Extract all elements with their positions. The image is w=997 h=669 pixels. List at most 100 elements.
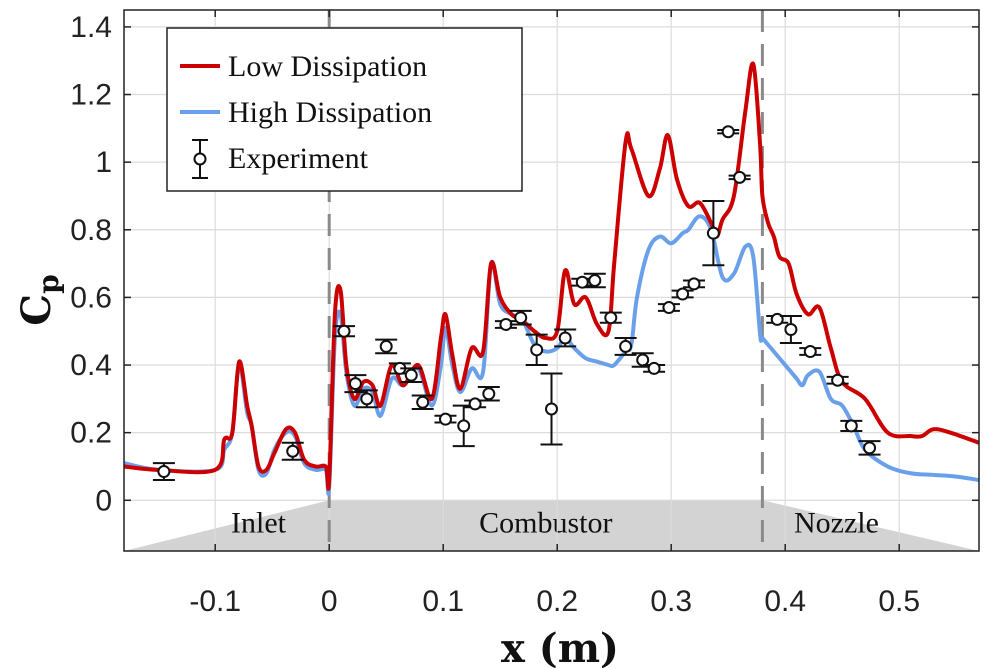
- region-label-nozzle: Nozzle: [794, 506, 879, 539]
- experiment-point: [344, 374, 367, 394]
- y-axis-title: C: [13, 294, 60, 326]
- y-axis-title-group: Cp: [13, 274, 65, 325]
- experiment-marker: [514, 311, 528, 325]
- svg-text:Cp: Cp: [13, 274, 65, 325]
- experiment-marker: [636, 353, 650, 367]
- experiment-point: [728, 170, 751, 184]
- experiment-point: [411, 394, 434, 410]
- y-tick-label: 0.8: [70, 214, 112, 247]
- experiment-marker: [647, 361, 661, 375]
- experiment-point: [494, 317, 517, 331]
- experiment-point: [525, 333, 548, 367]
- axis-ticks: -0.1 0 0.1 0.2 0.3 0.4 0.5 0 0.2 0.4 0.6 0.8 1 1.2 1.4: [70, 10, 979, 618]
- experiment-marker: [662, 301, 676, 315]
- experiment-marker: [784, 323, 798, 337]
- region-shading: Inlet Combustor Nozzle: [124, 500, 979, 551]
- experiment-point: [333, 324, 356, 338]
- experiment-marker: [286, 444, 300, 458]
- experiment-marker: [482, 387, 496, 401]
- experiment-point: [375, 338, 398, 355]
- experiment-point: [702, 200, 725, 267]
- experiment-point: [152, 462, 175, 481]
- experiment-point: [281, 441, 304, 461]
- experiment-points: [152, 125, 881, 481]
- experiment-point: [540, 372, 563, 446]
- legend-swatch-experiment: [192, 139, 208, 179]
- experiment-marker: [733, 170, 747, 184]
- experiment-point: [657, 301, 680, 315]
- x-tick-label: 0.3: [650, 585, 692, 618]
- y-tick-label: 0.6: [70, 281, 112, 314]
- legend-label-high: High Dissipation: [228, 96, 432, 129]
- legend-box: [166, 27, 523, 192]
- experiment-marker: [530, 343, 544, 357]
- y-tick-label: 0.2: [70, 417, 112, 450]
- region-label-inlet: Inlet: [231, 506, 287, 539]
- experiment-point: [826, 373, 849, 387]
- y-tick-label: 1.2: [70, 79, 112, 112]
- experiment-marker: [619, 339, 633, 353]
- experiment-marker: [706, 226, 720, 240]
- x-tick-label: -0.1: [189, 585, 241, 618]
- experiment-marker: [604, 311, 618, 325]
- experiment-point: [400, 367, 423, 383]
- experiment-point: [717, 125, 740, 139]
- experiment-point: [434, 412, 457, 426]
- y-tick-label: 1: [95, 146, 112, 179]
- experiment-point: [583, 272, 606, 289]
- experiment-point: [477, 386, 500, 402]
- experiment-marker: [831, 373, 845, 387]
- experiment-marker: [676, 287, 690, 301]
- experiment-marker: [721, 125, 735, 139]
- experiment-point: [858, 440, 881, 456]
- y-tick-label: 0: [95, 484, 112, 517]
- y-tick-label: 1.4: [70, 11, 112, 44]
- legend-label-low: Low Dissipation: [228, 50, 427, 83]
- experiment-point: [452, 404, 475, 448]
- experiment-point: [671, 287, 694, 301]
- experiment-marker: [803, 345, 817, 359]
- experiment-point: [799, 345, 822, 359]
- legend-label-experiment: Experiment: [228, 142, 369, 175]
- experiment-marker: [416, 395, 430, 409]
- geometry-shading: [124, 500, 979, 551]
- experiment-marker: [575, 275, 589, 289]
- plot-frame: [123, 9, 980, 552]
- region-label-combustor: Combustor: [479, 506, 612, 539]
- experiment-point: [614, 336, 637, 356]
- experiment-marker: [457, 419, 471, 433]
- experiment-point: [599, 311, 622, 325]
- y-axis-title-subscript: p: [32, 274, 65, 294]
- x-tick-label: 0.5: [878, 585, 920, 618]
- x-tick-label: 0.2: [536, 585, 578, 618]
- experiment-point: [840, 419, 863, 433]
- experiment-marker: [687, 277, 701, 291]
- experiment-marker: [337, 324, 351, 338]
- experiment-marker: [438, 412, 452, 426]
- experiment-marker: [545, 402, 558, 416]
- experiment-marker: [404, 368, 418, 382]
- experiment-marker: [558, 331, 572, 345]
- experiment-point: [779, 315, 802, 345]
- x-tick-label: 0: [321, 585, 338, 618]
- experiment-marker: [360, 392, 374, 406]
- series-line-low-dissipation: [123, 61, 980, 491]
- x-axis-title: x (m): [501, 625, 619, 669]
- experiment-marker: [379, 339, 393, 353]
- experiment-marker: [348, 377, 362, 391]
- experiment-point: [683, 277, 705, 291]
- x-tick-label: 0.4: [764, 585, 806, 618]
- experiment-marker: [844, 419, 858, 433]
- experiment-marker: [157, 465, 171, 479]
- experiment-point: [355, 389, 378, 409]
- legend: Low Dissipation High Dissipation Experim…: [166, 27, 523, 192]
- x-tick-label: 0.1: [422, 585, 464, 618]
- experiment-marker: [863, 441, 877, 455]
- series-line-high-dissipation: [123, 214, 980, 496]
- experiment-point: [509, 309, 532, 326]
- experiment-marker: [588, 274, 602, 287]
- y-tick-label: 0.4: [70, 349, 112, 382]
- experiment-point: [766, 312, 789, 326]
- experiment-point: [554, 328, 577, 348]
